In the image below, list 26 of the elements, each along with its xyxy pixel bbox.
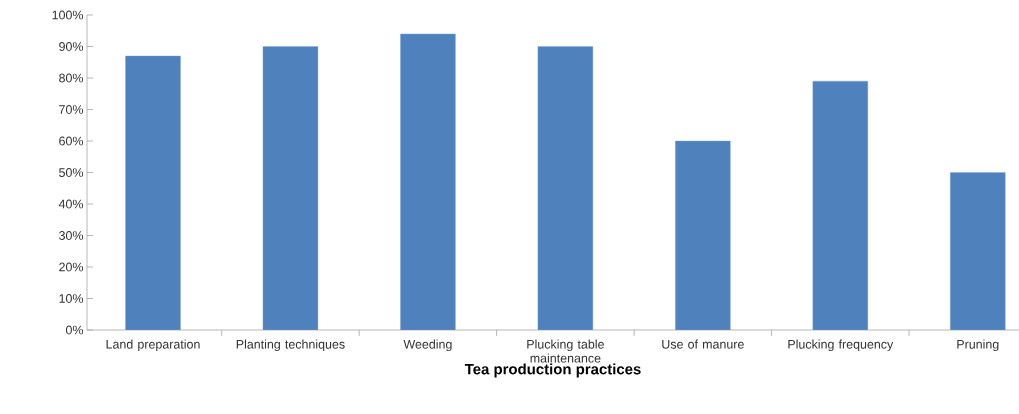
y-tick-label: 80% — [59, 73, 84, 83]
bar — [675, 140, 731, 330]
y-tick-label: 60% — [59, 136, 84, 146]
bar — [125, 55, 181, 330]
x-tick-label: Land preparation — [106, 339, 200, 352]
x-tick-label: Planting techniques — [236, 339, 345, 352]
x-axis-title: Tea production practices — [464, 363, 641, 378]
x-tick-label: Plucking frequency — [788, 339, 894, 352]
x-tick-label: Use of manure — [662, 339, 744, 349]
x-tick-label: Pruning — [957, 339, 999, 352]
y-tick-label: 20% — [59, 262, 84, 272]
y-tick-label: 100% — [52, 10, 84, 20]
y-tick-label: 50% — [59, 168, 84, 177]
y-tick-label: 90% — [59, 42, 84, 51]
bar — [400, 33, 456, 330]
y-tick-label: 70% — [59, 105, 84, 114]
bar — [950, 172, 1006, 330]
y-tick-label: 10% — [59, 294, 84, 303]
y-tick-label: 0% — [65, 325, 84, 335]
bar — [812, 80, 869, 330]
bar — [262, 46, 319, 330]
bar — [537, 46, 594, 330]
y-tick-label: 30% — [59, 231, 84, 240]
y-tick-label: 40% — [58, 199, 84, 209]
x-tick-label: Plucking table maintenance — [527, 339, 604, 363]
x-tick-label: Weeding — [403, 339, 452, 352]
